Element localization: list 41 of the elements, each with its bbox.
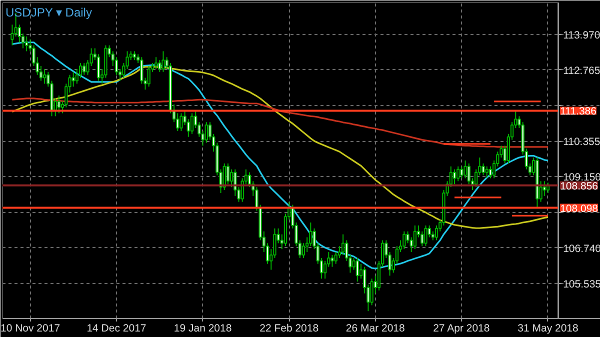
y-tick-label: 112.765 [563,64,600,77]
candlestick [452,168,456,185]
candlestick [154,56,158,70]
candlestick [72,71,75,88]
candlestick [356,257,359,282]
candlestick [542,180,546,196]
candlestick [482,162,485,176]
x-tick-label: 27 Apr 2018 [433,322,490,334]
candlestick [330,254,334,268]
candlestick [341,234,345,256]
candlestick [190,112,194,134]
ref-line-label: 108.856 [560,180,598,192]
candlestick [424,224,428,247]
candlestick [82,62,86,76]
x-tick-label: 31 May 2018 [518,322,579,334]
y-tick-label: 113.970 [563,29,600,42]
candlestick [230,168,234,188]
candlestick [180,112,183,132]
x-tick-label: 22 Feb 2018 [260,322,319,334]
candlestick [42,68,46,84]
candlestick [485,166,488,179]
y-tick-label: 110.355 [563,136,600,148]
candlestick [488,166,492,179]
candlestick [460,166,464,179]
x-tick-label: 14 Dec 2017 [86,322,146,334]
candlestick [204,122,208,144]
candlestick [464,160,467,179]
candlestick [57,95,61,114]
candlestick [162,50,165,72]
x-tick-label: 19 Jan 2018 [174,322,232,334]
candlestick [147,65,150,88]
candlestick [226,162,230,185]
candlestick [25,36,28,52]
candlestick [413,224,417,250]
candlestick [158,60,162,72]
candlestick [402,230,406,250]
x-tick-label: 26 Mar 2018 [346,322,406,334]
x-tick-label: 10 Nov 2017 [0,322,60,334]
candlestick [456,166,460,182]
candlestick [140,56,144,84]
chart-title: USDJPY ▾ Daily [6,6,92,20]
